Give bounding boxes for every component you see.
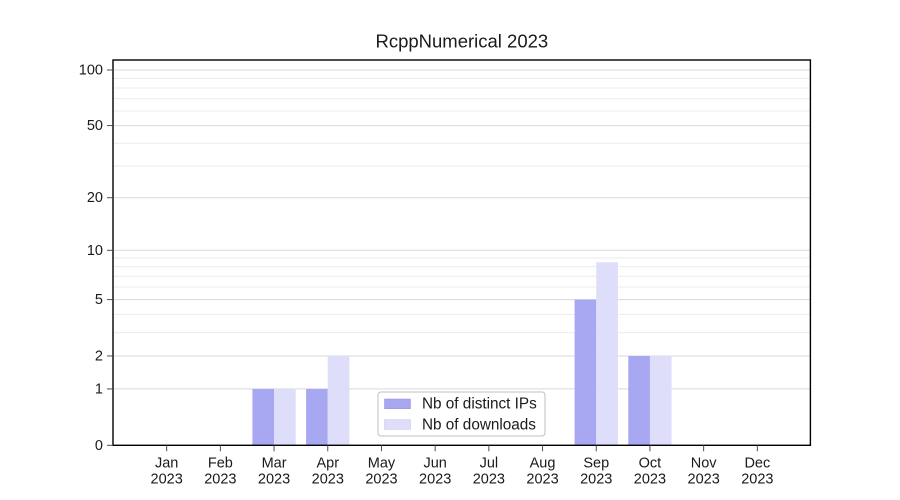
svg-text:2023: 2023 <box>258 471 290 487</box>
svg-text:2023: 2023 <box>365 471 397 487</box>
svg-text:2023: 2023 <box>204 471 236 487</box>
svg-text:Aug: Aug <box>530 455 556 471</box>
svg-text:20: 20 <box>87 190 103 206</box>
svg-text:Apr: Apr <box>316 455 339 471</box>
svg-text:2: 2 <box>95 348 103 364</box>
svg-text:10: 10 <box>87 243 103 259</box>
svg-text:2023: 2023 <box>312 471 344 487</box>
svg-text:2023: 2023 <box>741 471 773 487</box>
svg-text:May: May <box>368 455 396 471</box>
svg-text:Oct: Oct <box>639 455 662 471</box>
svg-text:Jan: Jan <box>155 455 178 471</box>
svg-text:100: 100 <box>79 63 103 79</box>
svg-text:2023: 2023 <box>473 471 505 487</box>
svg-text:1: 1 <box>95 381 103 397</box>
svg-text:Jun: Jun <box>423 455 446 471</box>
svg-text:Nb of downloads: Nb of downloads <box>422 416 536 433</box>
svg-text:Sep: Sep <box>583 455 609 471</box>
svg-text:2023: 2023 <box>151 471 183 487</box>
svg-text:2023: 2023 <box>580 471 612 487</box>
svg-text:0: 0 <box>95 438 103 454</box>
svg-text:RcppNumerical 2023: RcppNumerical 2023 <box>375 31 548 52</box>
svg-text:2023: 2023 <box>688 471 720 487</box>
svg-text:Mar: Mar <box>262 455 287 471</box>
svg-text:Feb: Feb <box>208 455 233 471</box>
svg-text:Jul: Jul <box>480 455 499 471</box>
svg-text:Nb of distinct IPs: Nb of distinct IPs <box>422 396 537 413</box>
svg-text:Nov: Nov <box>691 455 718 471</box>
svg-text:2023: 2023 <box>526 471 558 487</box>
svg-text:Dec: Dec <box>744 455 770 471</box>
svg-text:2023: 2023 <box>419 471 451 487</box>
svg-text:2023: 2023 <box>634 471 666 487</box>
svg-text:50: 50 <box>87 118 103 134</box>
svg-text:5: 5 <box>95 292 103 308</box>
